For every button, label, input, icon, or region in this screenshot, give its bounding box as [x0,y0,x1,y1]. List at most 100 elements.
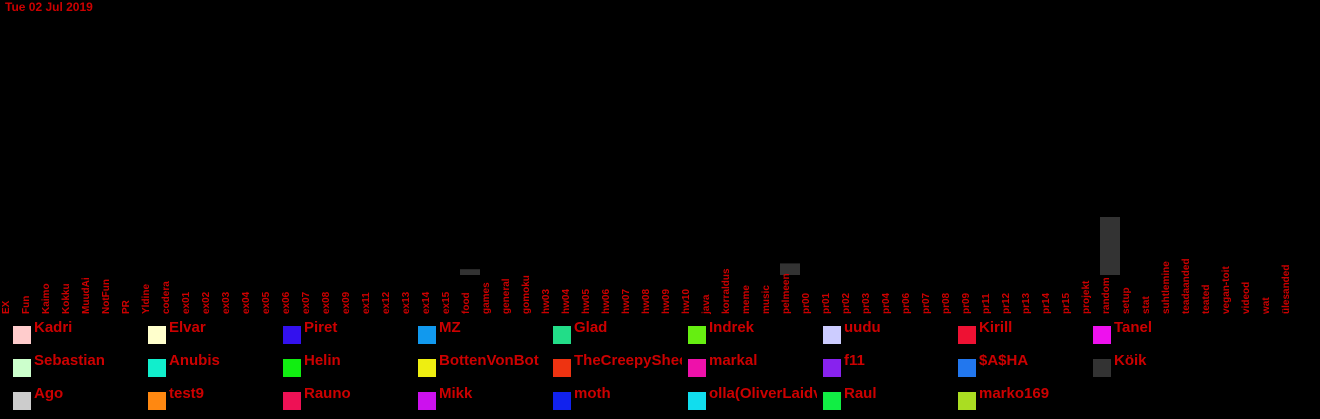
x-tick-label: pr07 [921,292,932,314]
x-tick-label: Kaimo [41,283,52,314]
legend-label: BottenVonBot [439,352,539,369]
legend-item: Indrek [688,315,820,344]
legend-label: $A$HA [979,352,1029,369]
legend-swatch [688,392,706,410]
x-tick-label: meme [741,285,752,314]
x-tick-label: hw10 [681,289,692,314]
x-tick-label: pr01 [821,292,832,314]
legend-label: MZ [439,319,461,336]
x-tick-label: teadaanded [1181,258,1192,314]
x-tick-label: pr08 [941,292,952,314]
legend-swatch [148,326,166,344]
legend: Kadri Elvar Piret MZ Glad Indrek uudu Kirill Tan… [0,315,1320,419]
x-tick-label: pr11 [981,293,992,314]
x-tick-label: vegan-toit [1221,266,1232,314]
x-tick-label: pr03 [861,292,872,314]
x-tick-label: codera [161,281,172,314]
legend-swatch [283,392,301,410]
chart-date: Tue 02 Jul 2019 [5,0,93,14]
x-tick-label: Yldine [141,284,152,314]
legend-item: Helin [283,348,415,377]
x-tick-label: ex08 [321,291,332,314]
x-tick-label: ex12 [381,291,392,314]
x-tick-label: ex15 [441,291,452,314]
x-tick-label: java [701,294,712,315]
legend-label: Raul [844,385,877,402]
x-tick-label: PR [121,299,132,314]
legend-item: Köik [1093,348,1225,377]
legend-label: olla(OliverLaidvee) [709,385,817,402]
legend-item: Anubis [148,348,280,377]
legend-swatch [553,326,571,344]
legend-label: Piret [304,319,338,336]
x-tick-label: music [761,285,772,314]
legend-item: marko169 [958,381,1090,410]
legend-label: Köik [1114,352,1147,369]
legend-label: Glad [574,319,608,336]
legend-item: Rauno [283,381,415,410]
x-tick-label: hw06 [601,289,612,314]
x-tick-label: gomoku [521,275,532,314]
x-tick-label: random [1101,277,1112,314]
legend-swatch [553,359,571,377]
legend-item: Tanel [1093,315,1225,344]
x-tick-label: ex14 [421,291,432,314]
legend-label: marko169 [979,385,1050,402]
x-tick-label: ex13 [401,291,412,314]
legend-item: f11 [823,348,955,377]
x-tick-label: hw07 [621,289,632,314]
legend-swatch [958,392,976,410]
legend-swatch [13,359,31,377]
bar-food [460,269,480,275]
legend-swatch [823,392,841,410]
legend-swatch [958,359,976,377]
legend-swatch [283,326,301,344]
legend-swatch [13,392,31,410]
legend-item: Mikk [418,381,550,410]
x-tick-label: stat [1141,296,1152,314]
x-tick-label: pr13 [1021,292,1032,314]
legend-label: Kirill [979,319,1013,336]
x-tick-label: ex04 [241,291,252,314]
legend-swatch [418,392,436,410]
x-tick-label: pr12 [1001,292,1012,314]
legend-item: Sebastian [13,348,145,377]
legend-swatch [553,392,571,410]
x-tick-label: ex11 [361,292,372,314]
legend-item: Piret [283,315,415,344]
x-tick-label: hw05 [581,289,592,314]
legend-item: markal [688,348,820,377]
legend-label: Anubis [169,352,220,369]
x-tick-label: ex02 [201,291,212,314]
x-tick-label: ex09 [341,291,352,314]
x-tick-label: ex03 [221,291,232,314]
x-tick-label: NotFun [101,279,112,314]
legend-swatch [1093,326,1111,344]
legend-swatch [283,359,301,377]
legend-item: Kadri [13,315,145,344]
legend-label: Rauno [304,385,351,402]
x-tick-label: setup [1121,287,1132,314]
legend-item: uudu [823,315,955,344]
x-tick-label: pr06 [901,292,912,314]
x-tick-label: Fun [21,296,32,314]
x-tick-label: pr04 [881,292,892,314]
legend-label: Helin [304,352,341,369]
legend-swatch [688,359,706,377]
legend-item: TheCreepySheep [553,348,685,377]
legend-label: Elvar [169,319,206,336]
x-tick-label: MuudAi [81,277,92,314]
x-tick-label: teated [1201,285,1212,314]
legend-label: test9 [169,385,205,402]
bar-pelmeen [780,263,800,275]
x-tick-label: projekt [1081,280,1092,314]
x-tick-label: hw04 [561,289,572,314]
legend-item: Ago [13,381,145,410]
legend-label: Kadri [34,319,73,336]
x-tick-label: pr14 [1041,292,1052,314]
x-tick-label: ex05 [261,291,272,314]
legend-swatch [958,326,976,344]
x-tick-label: general [501,278,512,314]
legend-swatch [13,326,31,344]
legend-label: Ago [34,385,64,402]
